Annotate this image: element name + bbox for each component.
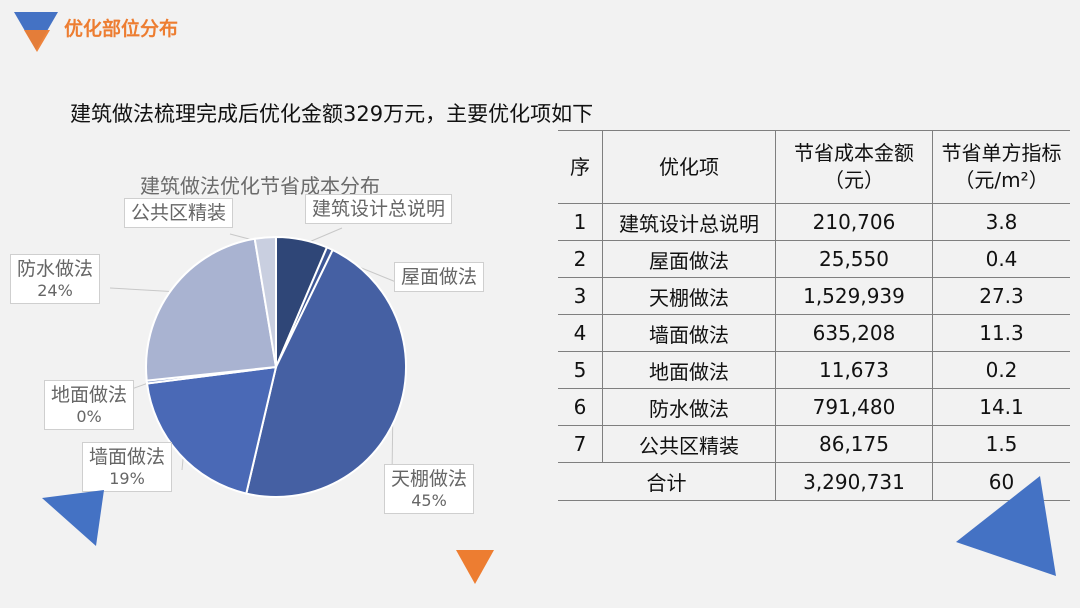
table-row: 7 公共区精装 86,175 1.5: [558, 425, 1070, 463]
row-amount: 11,673: [775, 351, 933, 389]
row-amount: 791,480: [775, 388, 933, 426]
optimization-table: 序 优化项 节省成本金额 （元） 节省单方指标 （元/m²） 1 建筑设计总说明 2…: [558, 130, 1070, 501]
table-total-row: 合计 3,290,731 60: [558, 462, 1070, 501]
pie-label-waterproof: 防水做法 24%: [10, 254, 101, 304]
row-index: 6: [558, 388, 603, 426]
row-unit-index: 11.3: [932, 314, 1070, 352]
row-item: 天棚做法: [602, 277, 776, 315]
table-row: 4 墙面做法 635,208 11.3: [558, 314, 1070, 352]
pie-leader-line: [109, 287, 178, 293]
row-index: 5: [558, 351, 603, 389]
table-row: 5 地面做法 11,673 0.2: [558, 351, 1070, 389]
decorative-triangle-right: [956, 476, 1056, 576]
pie-label-design-spec: 建筑设计总说明: [305, 194, 453, 224]
pie-label-floor: 地面做法 0%: [44, 380, 135, 430]
row-item: 防水做法: [602, 388, 776, 426]
row-amount: 25,550: [775, 240, 933, 278]
col-header-index: 序: [558, 130, 603, 204]
pie-label-roof: 屋面做法: [394, 262, 485, 292]
row-unit-index: 0.2: [932, 351, 1070, 389]
pie-slice: [145, 237, 278, 382]
table-header-row: 序 优化项 节省成本金额 （元） 节省单方指标 （元/m²）: [558, 130, 1070, 204]
row-item: 建筑设计总说明: [602, 203, 776, 241]
pie-slice: [145, 365, 278, 495]
row-unit-index: 27.3: [932, 277, 1070, 315]
row-item: 地面做法: [602, 351, 776, 389]
table-row: 1 建筑设计总说明 210,706 3.8: [558, 203, 1070, 241]
table-row: 3 天棚做法 1,529,939 27.3: [558, 277, 1070, 315]
row-index: 4: [558, 314, 603, 352]
col-header-amount: 节省成本金额 （元）: [775, 130, 933, 204]
row-item: 屋面做法: [602, 240, 776, 278]
row-index: 1: [558, 203, 603, 241]
row-amount: 635,208: [775, 314, 933, 352]
row-item: 公共区精装: [602, 425, 776, 463]
row-index: 7: [558, 425, 603, 463]
decorative-triangle-bottom: [456, 550, 494, 584]
row-unit-index: 3.8: [932, 203, 1070, 241]
decorative-triangle-left: [42, 490, 104, 546]
row-amount: 210,706: [775, 203, 933, 241]
table-row: 2 屋面做法 25,550 0.4: [558, 240, 1070, 278]
row-amount: 86,175: [775, 425, 933, 463]
row-unit-index: 0.4: [932, 240, 1070, 278]
pie-slice: [253, 235, 277, 368]
total-unit-index: 60: [932, 462, 1070, 501]
col-header-unit-index: 节省单方指标 （元/m²）: [932, 130, 1070, 204]
row-index: 2: [558, 240, 603, 278]
pie-label-ceiling: 天棚做法 45%: [384, 464, 475, 514]
row-unit-index: 1.5: [932, 425, 1070, 463]
table-row: 6 防水做法 791,480 14.1: [558, 388, 1070, 426]
col-header-item: 优化项: [602, 130, 776, 204]
row-item: 墙面做法: [602, 314, 776, 352]
row-index: 3: [558, 277, 603, 315]
total-label: 合计: [558, 462, 776, 501]
page-subtitle: 建筑做法梳理完成后优化金额329万元，主要优化项如下: [70, 102, 594, 126]
row-unit-index: 14.1: [932, 388, 1070, 426]
pie-slice: [245, 248, 407, 499]
row-amount: 1,529,939: [775, 277, 933, 315]
page-header-title: 优化部位分布: [64, 18, 179, 40]
pie-label-public-area: 公共区精装: [124, 198, 234, 228]
logo-icon: [14, 12, 58, 52]
total-amount: 3,290,731: [775, 462, 933, 501]
pie-label-wall: 墙面做法 19%: [82, 442, 173, 492]
